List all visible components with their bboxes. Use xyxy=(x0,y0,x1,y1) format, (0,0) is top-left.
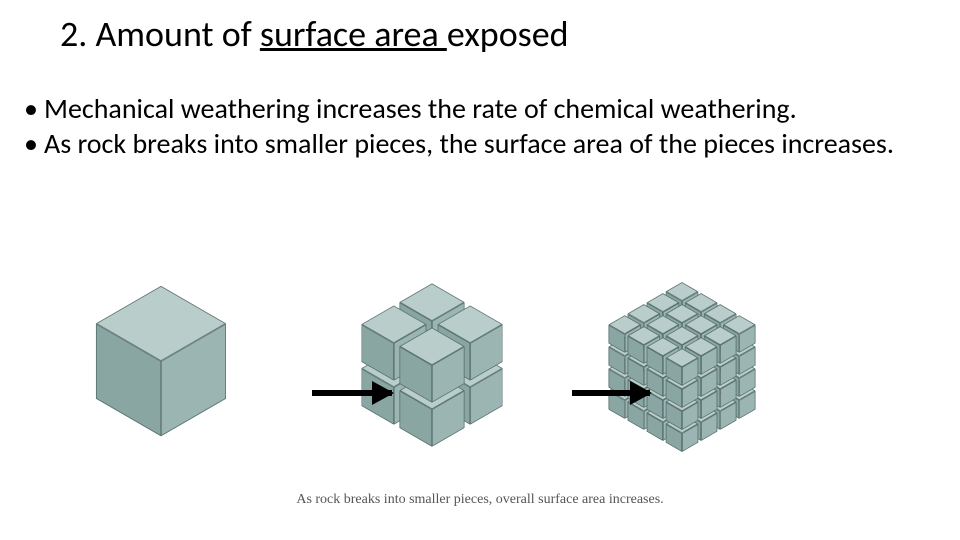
bullet-item: •Mechanical weathering increases the rat… xyxy=(24,92,904,125)
bullet-list: •Mechanical weathering increases the rat… xyxy=(24,92,904,162)
bullet-text: As rock breaks into smaller pieces, the … xyxy=(44,126,894,161)
title-prefix: 2. Amount of xyxy=(60,12,260,56)
title-suffix: exposed xyxy=(447,12,569,56)
bullet-item: •As rock breaks into smaller pieces, the… xyxy=(24,127,904,160)
title-underlined: surface area xyxy=(260,12,447,56)
slide-title: 2. Amount of surface area exposed xyxy=(60,12,569,56)
diagram-caption: As rock breaks into smaller pieces, over… xyxy=(0,492,960,508)
arrow-icon xyxy=(572,390,650,396)
slide-root: 2. Amount of surface area exposed •Mecha… xyxy=(0,0,960,540)
surface-area-diagram xyxy=(112,300,852,490)
bullet-dot: • xyxy=(24,92,44,125)
arrow-icon xyxy=(312,390,392,396)
cube xyxy=(96,323,226,398)
bullet-text: Mechanical weathering increases the rate… xyxy=(44,91,797,126)
bullet-dot: • xyxy=(24,127,44,160)
cube xyxy=(399,346,464,384)
cube xyxy=(666,358,699,377)
